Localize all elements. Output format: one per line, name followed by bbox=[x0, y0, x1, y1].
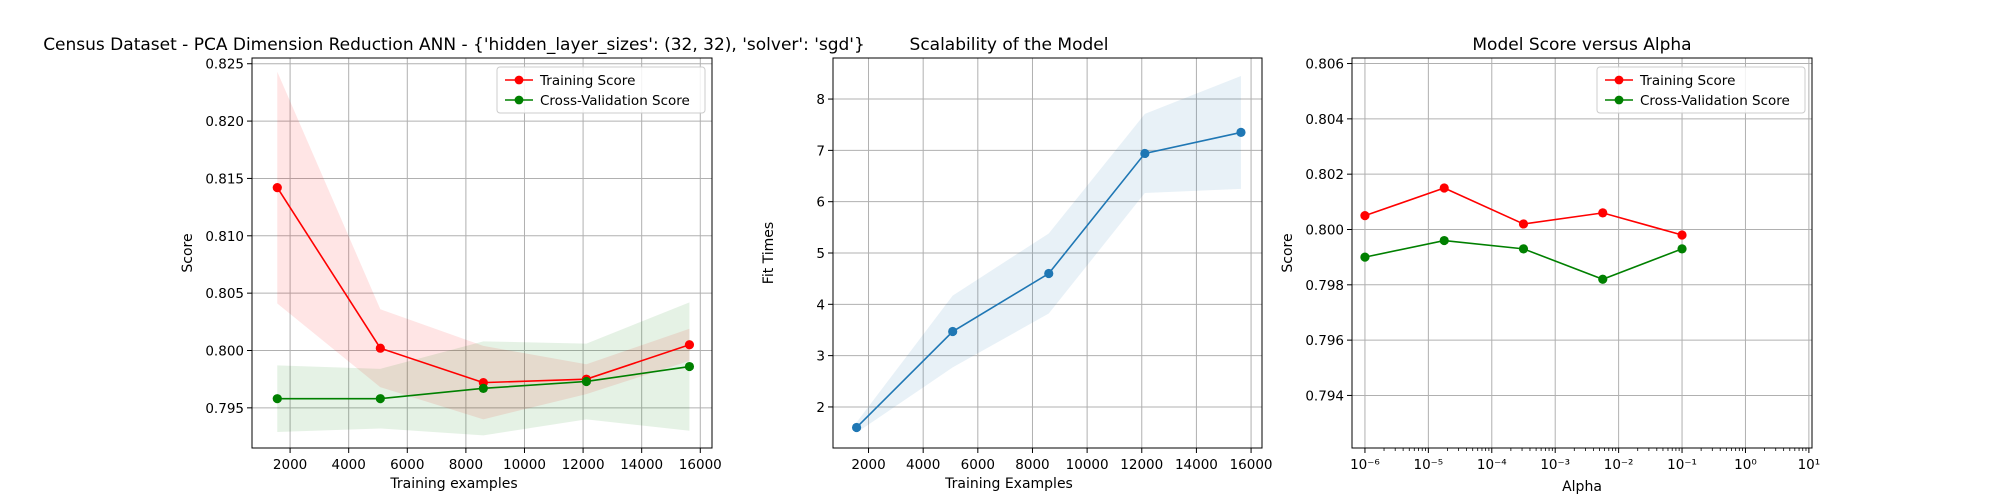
x-tick-label: 10⁻⁵ bbox=[1414, 457, 1444, 473]
data-point bbox=[1439, 235, 1449, 246]
data-point bbox=[948, 326, 958, 337]
data-point bbox=[1360, 252, 1370, 262]
y-tick-label: 0.795 bbox=[205, 401, 244, 417]
y-tick-label: 0.820 bbox=[205, 114, 244, 130]
x-tick-label: 14000 bbox=[620, 457, 663, 473]
plot-frame bbox=[1351, 57, 1813, 449]
data-point bbox=[581, 376, 591, 387]
y-axis-label: Score bbox=[180, 233, 196, 272]
legend-box bbox=[1596, 66, 1806, 114]
y-tick-label: 5 bbox=[816, 246, 825, 262]
data-point bbox=[1677, 244, 1687, 254]
y-tick-label: 7 bbox=[816, 143, 825, 159]
panel-title: Model Score versus Alpha bbox=[1472, 35, 1691, 55]
data-point bbox=[1518, 244, 1529, 254]
data-point bbox=[1140, 148, 1150, 159]
x-tick-label: 10000 bbox=[1066, 457, 1109, 473]
y-tick-label: 2 bbox=[816, 400, 825, 416]
y-tick-label: 8 bbox=[816, 92, 825, 108]
y-tick-label: 4 bbox=[816, 297, 825, 313]
x-tick-label: 10⁻⁶ bbox=[1350, 457, 1380, 473]
y-tick-label: 0.798 bbox=[1305, 278, 1344, 294]
legend-label: Cross-Validation Score bbox=[540, 93, 690, 109]
x-tick-label: 10¹ bbox=[1798, 457, 1821, 473]
x-tick-label: 16000 bbox=[1230, 457, 1273, 473]
y-tick-label: 0.800 bbox=[205, 344, 244, 360]
legend-box bbox=[496, 66, 706, 114]
y-axis-label: Fit Times bbox=[761, 222, 777, 284]
data-point bbox=[684, 361, 695, 372]
data-point bbox=[1518, 219, 1529, 229]
y-tick-label: 0.806 bbox=[1305, 57, 1344, 73]
legend-marker bbox=[1614, 75, 1624, 85]
data-point bbox=[375, 343, 385, 353]
data-point bbox=[1677, 230, 1687, 240]
y-tick-label: 0.815 bbox=[205, 171, 244, 187]
y-axis-label: Score bbox=[1280, 233, 1296, 272]
x-tick-label: 6000 bbox=[961, 457, 995, 473]
x-tick-label: 16000 bbox=[679, 457, 722, 473]
x-tick-label: 2000 bbox=[273, 457, 307, 473]
y-tick-label: 0.802 bbox=[1305, 167, 1344, 183]
y-tick-label: 3 bbox=[816, 349, 825, 365]
data-point bbox=[272, 183, 282, 193]
x-tick-label: 4000 bbox=[332, 457, 366, 473]
x-tick-label: 10⁻¹ bbox=[1667, 457, 1697, 473]
plot-frame bbox=[251, 57, 713, 449]
x-tick-label: 14000 bbox=[1175, 457, 1218, 473]
data-point bbox=[1236, 127, 1246, 138]
data-point bbox=[1044, 268, 1054, 279]
x-tick-label: 10⁻² bbox=[1604, 457, 1634, 473]
confidence-band bbox=[277, 71, 690, 420]
data-point bbox=[1598, 208, 1608, 218]
data-point bbox=[272, 394, 282, 404]
y-tick-label: 6 bbox=[816, 195, 825, 211]
x-tick-label: 8000 bbox=[449, 457, 483, 473]
x-axis-label: Training Examples bbox=[944, 476, 1073, 492]
legend-marker bbox=[514, 75, 524, 85]
x-tick-label: 4000 bbox=[906, 457, 940, 473]
y-tick-label: 0.825 bbox=[205, 57, 244, 73]
data-point bbox=[1439, 183, 1449, 193]
x-tick-label: 12000 bbox=[562, 457, 605, 473]
x-tick-label: 8000 bbox=[1015, 457, 1049, 473]
plot-frame bbox=[832, 57, 1263, 449]
panel-title: Census Dataset - PCA Dimension Reduction… bbox=[43, 35, 865, 55]
x-tick-label: 6000 bbox=[390, 457, 424, 473]
x-tick-label: 12000 bbox=[1120, 457, 1163, 473]
legend-label: Training Score bbox=[539, 73, 635, 89]
x-tick-label: 10⁻⁴ bbox=[1477, 457, 1507, 473]
data-point bbox=[478, 383, 488, 393]
x-tick-label: 10000 bbox=[503, 457, 546, 473]
scalability-panel: Scalability of the Model Training Exampl… bbox=[761, 35, 1273, 492]
y-tick-label: 0.800 bbox=[1305, 222, 1344, 238]
x-tick-label: 10⁰ bbox=[1734, 457, 1757, 473]
legend-label: Training Score bbox=[1639, 73, 1735, 89]
legend-marker bbox=[514, 95, 524, 105]
data-point bbox=[851, 422, 862, 433]
x-axis-label: Training examples bbox=[389, 476, 517, 492]
y-tick-label: 0.805 bbox=[205, 286, 244, 302]
panel-title: Scalability of the Model bbox=[910, 35, 1109, 55]
data-point bbox=[1360, 211, 1370, 221]
legend-marker bbox=[1614, 95, 1624, 105]
alpha-panel: Model Score versus Alpha Alpha Score 10⁻… bbox=[1280, 35, 1820, 495]
y-tick-label: 0.796 bbox=[1305, 333, 1344, 349]
y-tick-label: 0.810 bbox=[205, 229, 244, 245]
learning-curve-panel: Census Dataset - PCA Dimension Reduction… bbox=[43, 35, 865, 492]
y-tick-label: 0.794 bbox=[1305, 388, 1344, 404]
data-point bbox=[375, 394, 385, 404]
x-tick-label: 2000 bbox=[851, 457, 885, 473]
confidence-band bbox=[856, 75, 1241, 433]
x-tick-label: 10⁻³ bbox=[1540, 457, 1570, 473]
legend-label: Cross-Validation Score bbox=[1640, 93, 1790, 109]
data-point bbox=[684, 340, 695, 350]
x-axis-label: Alpha bbox=[1562, 479, 1602, 495]
data-point bbox=[1598, 274, 1608, 284]
y-tick-label: 0.804 bbox=[1305, 112, 1344, 128]
